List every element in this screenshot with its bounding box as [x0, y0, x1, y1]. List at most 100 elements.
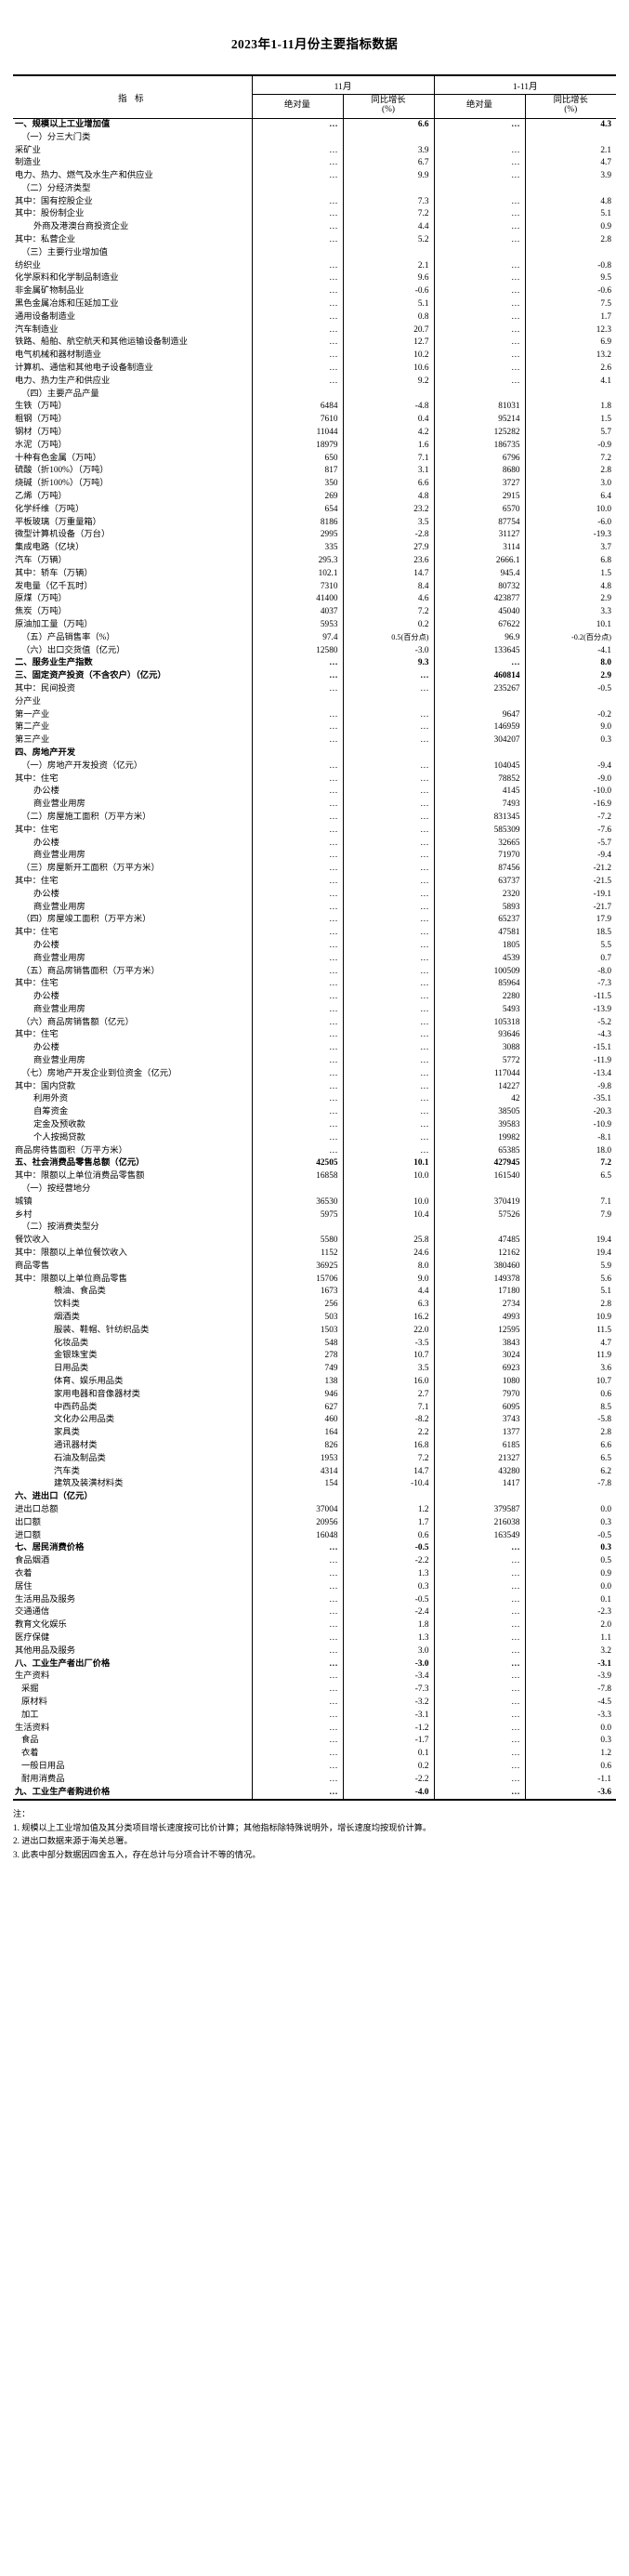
row-month-growth: -4.0 [342, 1786, 434, 1801]
row-cumulative-absolute: 6570 [433, 503, 525, 517]
row-indicator-label: 平板玻璃（万重量箱） [15, 517, 101, 527]
row-cumulative-absolute: … [433, 1645, 525, 1658]
row-month-absolute: … [251, 850, 343, 864]
row-month-absolute: … [251, 1567, 343, 1581]
table-row: 个人按揭贷款…… 19982 -8.1 [13, 1131, 616, 1145]
row-cumulative-growth [524, 131, 616, 145]
row-cumulative-absolute [433, 1222, 525, 1235]
row-indicator-label: 出口额 [15, 1517, 41, 1527]
row-cumulative-absolute: … [433, 1760, 525, 1774]
row-cumulative-absolute: 2280 [433, 991, 525, 1004]
row-cumulative-growth: -5.2 [524, 1016, 616, 1030]
row-month-absolute: … [251, 1106, 343, 1119]
row-cumulative-absolute: 100509 [433, 965, 525, 979]
table-row: 利用外资…… 42 -35.1 [13, 1093, 616, 1107]
row-cumulative-growth: 3.6 [524, 1363, 616, 1376]
table-row: 商业营业用房…… 71970 -9.4 [13, 850, 616, 864]
table-row: 原材料… -3.2… -4.5 [13, 1696, 616, 1710]
row-indicator-label: 教育文化娱乐 [15, 1620, 67, 1631]
row-month-absolute [251, 746, 343, 760]
row-cumulative-growth: 2.9 [524, 593, 616, 607]
row-cumulative-absolute: … [433, 1619, 525, 1632]
row-month-absolute: … [251, 1735, 343, 1749]
table-row: 六、进出口（亿元） [13, 1491, 616, 1504]
column-header-month-absolute: 绝对量 [251, 94, 343, 119]
row-month-growth: 1.8 [342, 1619, 434, 1632]
table-row: 服装、鞋帽、针纺织品类 1503 22.0 12595 11.5 [13, 1324, 616, 1338]
row-cumulative-growth: -5.7 [524, 837, 616, 851]
row-cumulative-growth: 4.3 [524, 118, 616, 132]
row-cumulative-growth: 3.0 [524, 478, 616, 491]
table-row: 第一产业…… 9647 -0.2 [13, 708, 616, 722]
row-month-absolute: … [251, 1067, 343, 1081]
row-indicator-label: 其中：民间投资 [15, 683, 76, 694]
row-cumulative-absolute: … [433, 272, 525, 286]
row-indicator-label: 原油加工量（万吨） [15, 619, 93, 629]
row-indicator-label: 第一产业 [15, 709, 50, 720]
row-cumulative-growth: 8.5 [524, 1401, 616, 1415]
row-indicator-label: 服装、鞋帽、针纺织品类 [54, 1325, 150, 1335]
row-month-absolute: … [251, 1029, 343, 1043]
row-cumulative-absolute: 78852 [433, 773, 525, 786]
row-cumulative-absolute: … [433, 1658, 525, 1671]
row-cumulative-growth: -5.8 [524, 1414, 616, 1428]
row-month-growth: … [342, 850, 434, 864]
cumulative-growth-label: 同比增长 [553, 96, 588, 105]
row-cumulative-growth: 7.5 [524, 297, 616, 311]
row-month-absolute: … [251, 965, 343, 979]
row-indicator-label: 自筹资金 [33, 1107, 69, 1117]
row-cumulative-growth: 9.5 [524, 272, 616, 286]
row-month-absolute: … [251, 888, 343, 902]
row-cumulative-absolute: 7970 [433, 1388, 525, 1402]
row-indicator-label: 其中：限额以上单位商品零售 [15, 1274, 127, 1284]
row-month-absolute: 11044 [251, 426, 343, 440]
table-row: 医疗保健… 1.3… 1.1 [13, 1631, 616, 1645]
table-row: 食品烟酒… -2.2… 0.5 [13, 1555, 616, 1568]
row-indicator-label: 商业营业用房 [33, 799, 85, 810]
row-indicator-label: 进出口总额 [15, 1504, 59, 1514]
row-month-growth: 3.0 [342, 1645, 434, 1658]
row-month-absolute [251, 388, 343, 402]
row-month-absolute: 650 [251, 452, 343, 466]
row-month-growth: … [342, 1144, 434, 1158]
row-cumulative-absolute: 65237 [433, 914, 525, 928]
row-indicator-label: 家具类 [54, 1428, 80, 1438]
table-row: 加工… -3.1… -3.3 [13, 1709, 616, 1723]
row-indicator-label: （三）主要行业增加值 [21, 247, 108, 258]
row-cumulative-growth: 3.3 [524, 606, 616, 619]
row-month-absolute: 817 [251, 465, 343, 479]
row-indicator-label: 医疗保健 [15, 1632, 50, 1643]
row-month-growth: 7.2 [342, 1452, 434, 1466]
row-month-absolute: … [251, 708, 343, 722]
row-cumulative-absolute: 93646 [433, 1029, 525, 1043]
row-month-absolute: 5580 [251, 1235, 343, 1248]
row-month-absolute: 37004 [251, 1503, 343, 1517]
row-month-growth: … [342, 1042, 434, 1055]
row-month-growth: 10.4 [342, 1209, 434, 1222]
row-month-growth: 16.2 [342, 1311, 434, 1325]
row-cumulative-growth: 4.8 [524, 580, 616, 594]
table-row: 乙烯（万吨） 269 4.8 2915 6.4 [13, 490, 616, 504]
row-cumulative-absolute: … [433, 1709, 525, 1723]
row-month-absolute: 749 [251, 1363, 343, 1376]
row-cumulative-absolute: 32665 [433, 837, 525, 851]
row-cumulative-growth: 0.3 [524, 734, 616, 747]
row-cumulative-growth [524, 746, 616, 760]
row-month-growth: -0.6 [342, 285, 434, 298]
row-month-growth: 7.1 [342, 452, 434, 466]
row-cumulative-absolute: 3024 [433, 1350, 525, 1364]
row-indicator-label: 电气机械和器材制造业 [15, 350, 101, 361]
row-month-absolute: … [251, 657, 343, 671]
row-cumulative-absolute: 81031 [433, 401, 525, 415]
row-month-growth: 14.7 [342, 1465, 434, 1479]
row-cumulative-growth: -7.3 [524, 978, 616, 991]
row-month-absolute: 7310 [251, 580, 343, 594]
row-cumulative-growth: -8.1 [524, 1131, 616, 1145]
table-row: 衣着… 0.1… 1.2 [13, 1748, 616, 1761]
cumulative-growth-unit: (%) [564, 105, 578, 115]
row-cumulative-growth: -0.9 [524, 439, 616, 453]
table-row: 教育文化娱乐… 1.8… 2.0 [13, 1619, 616, 1632]
row-month-growth: … [342, 1054, 434, 1068]
row-indicator-label: 其中：国有控股企业 [15, 196, 93, 206]
table-row: 分产业 [13, 695, 616, 709]
